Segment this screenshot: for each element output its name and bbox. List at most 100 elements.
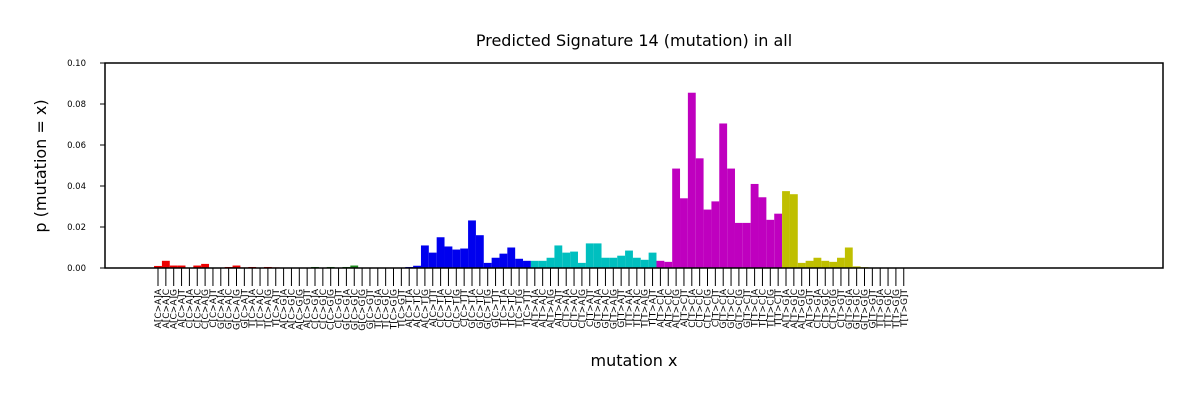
x-tick-label: C[C>G]G — [327, 289, 337, 330]
x-tick-label: G[C>A]C — [225, 289, 235, 329]
x-tick-label: G[T>G]T — [868, 289, 878, 329]
bar-A[T>G]G — [797, 262, 806, 269]
x-tick-label: C[C>G]A — [311, 288, 321, 329]
bar-A[C>T]G — [420, 245, 429, 268]
x-tick-label: G[C>G]G — [358, 289, 368, 331]
y-tick-label: 0.04 — [67, 182, 86, 192]
x-tick-label: T[C>T]T — [523, 289, 533, 328]
bar-C[T>A]T — [585, 243, 594, 268]
bar-C[C>T]C — [444, 246, 453, 268]
x-tick-label: T[T>A]C — [633, 289, 643, 328]
x-tick-label: C[T>C]A — [688, 288, 698, 328]
x-tick-label: T[C>A]G — [264, 289, 274, 330]
bar-C[C>A]G — [201, 263, 210, 268]
x-tick-label: C[T>C]G — [704, 289, 714, 329]
bar-G[C>T]G — [483, 262, 492, 269]
bar-C[T>G]C — [821, 260, 830, 268]
x-tick-label: T[C>A]A — [248, 288, 258, 329]
x-tick-label: T[C>A]T — [272, 288, 282, 328]
x-tick-label: C[T>A]G — [578, 289, 588, 329]
bar-C[T>C]T — [711, 201, 720, 269]
x-tick-label: A[T>C]T — [680, 288, 690, 327]
x-tick-label: T[C>G]A — [374, 288, 384, 329]
x-tick-label: C[C>G]T — [335, 289, 345, 329]
bar-G[C>T]C — [475, 235, 484, 268]
bar-T[T>A]T — [648, 252, 657, 269]
x-tick-label: G[T>C]C — [727, 289, 737, 329]
y-tick-label: 0.10 — [67, 59, 86, 69]
x-tick-label: A[C>A]C — [162, 289, 172, 328]
x-tick-label: G[C>G]T — [366, 289, 376, 330]
x-tick-label: T[T>G]T — [900, 288, 910, 328]
bar-G[C>T]T — [491, 257, 500, 268]
chart-title: Predicted Signature 14 (mutation) in all — [476, 31, 792, 50]
bar-T[T>C]T — [774, 213, 783, 268]
bar-C[T>G]A — [813, 257, 822, 268]
bar-A[C>T]T — [428, 252, 437, 269]
x-tick-label: A[T>A]G — [547, 289, 557, 328]
bar-G[T>G]A — [844, 247, 853, 268]
y-axis-label: p (mutation = x) — [31, 99, 50, 232]
bar-A[T>C]T — [680, 198, 688, 268]
bar-A[T>G]T — [805, 260, 814, 268]
x-tick-label: C[T>G]T — [837, 289, 847, 328]
x-tick-label: C[C>A]C — [193, 289, 203, 329]
x-tick-label: A[T>A]A — [531, 288, 541, 327]
y-tick-label: 0.00 — [67, 264, 86, 274]
bar-A[T>C]A — [656, 260, 665, 268]
x-tick-label: G[T>A]T — [617, 289, 627, 328]
x-tick-label: A[C>G]A — [280, 288, 290, 329]
bar-C[T>G]G — [829, 261, 838, 268]
bar-T[C>T]C — [507, 247, 516, 268]
x-tick-label: C[C>T]C — [444, 289, 454, 328]
x-tick-label: C[T>G]G — [829, 289, 839, 329]
bar-A[C>A]T — [177, 265, 186, 268]
bar-G[T>A]G — [609, 257, 618, 268]
bar-A[C>A]C — [161, 260, 170, 268]
x-tick-label: C[T>C]C — [696, 289, 706, 328]
x-tick-label: G[C>T]G — [484, 289, 494, 329]
x-tick-label: G[T>A]C — [601, 289, 611, 328]
x-tick-label: T[C>T]G — [515, 289, 525, 329]
bar-C[C>T]G — [452, 249, 461, 268]
x-tick-label: T[T>C]C — [758, 289, 768, 328]
bar-G[T>A]C — [601, 257, 610, 268]
bar-G[T>A]T — [617, 255, 626, 268]
bar-C[T>C]A — [687, 92, 696, 268]
x-tick-label: A[C>G]G — [295, 289, 305, 330]
bar-G[T>C]A — [719, 123, 728, 268]
bar-C[T>A]C — [570, 251, 578, 268]
x-tick-label: C[T>C]T — [711, 289, 721, 328]
bar-G[C>A]G — [232, 265, 241, 268]
x-tick-label: T[T>C]A — [751, 288, 761, 328]
x-tick-label: C[C>T]A — [437, 288, 447, 328]
bar-T[T>A]C — [632, 257, 641, 268]
x-tick-label: G[C>A]G — [233, 289, 243, 330]
x-tick-label: G[T>C]A — [719, 288, 729, 328]
x-tick-label: T[T>A]A — [625, 288, 635, 328]
x-tick-label: T[C>A]C — [256, 289, 266, 329]
bar-C[T>A]A — [562, 252, 571, 269]
x-tick-label: A[C>G]T — [303, 289, 313, 329]
x-tick-label: G[T>A]G — [609, 289, 619, 329]
x-tick-label: A[T>G]G — [798, 289, 808, 329]
x-tick-label: A[T>A]T — [554, 289, 564, 327]
x-tick-label: T[C>G]T — [397, 289, 407, 329]
bar-C[T>A]G — [577, 262, 586, 269]
bar-T[T>C]C — [758, 197, 767, 268]
x-tick-label: C[T>G]A — [813, 288, 823, 328]
x-tick-label: T[T>G]G — [892, 289, 902, 330]
x-tick-label: T[C>G]C — [382, 289, 392, 330]
bar-C[T>C]C — [695, 158, 704, 268]
bar-T[T>C]G — [766, 219, 775, 268]
x-tick-label: C[C>G]C — [319, 289, 329, 329]
bar-A[C>A]G — [169, 265, 178, 268]
x-tick-label: A[C>G]C — [287, 289, 297, 329]
x-tick-label: A[C>A]A — [154, 288, 164, 328]
x-tick-label: C[T>A]C — [570, 289, 580, 328]
x-tick-label: A[C>T]A — [405, 288, 415, 328]
x-tick-label: T[T>C]G — [766, 289, 776, 329]
y-tick-label: 0.06 — [67, 141, 86, 151]
x-tick-label: T[C>G]G — [390, 289, 400, 330]
